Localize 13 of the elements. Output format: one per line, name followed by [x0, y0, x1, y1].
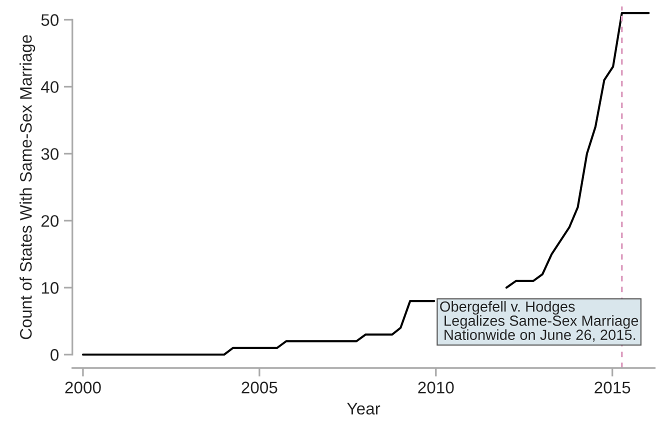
y-axis-title: Count of States With Same-Sex Marriage — [20, 35, 36, 340]
annotation: Obergefell v. Hodges Legalizes Same-Sex Marriage Nationwide on June 26, 2015. — [440, 301, 638, 342]
x-axis-title: Year — [347, 402, 380, 415]
y-tick-label: 20 — [41, 215, 59, 227]
x-tick-label: 2010 — [418, 382, 454, 394]
x-tick-label: 2005 — [242, 382, 278, 394]
x-tick-label: 2015 — [594, 382, 630, 394]
y-tick-label: 30 — [41, 148, 59, 160]
x-tick-label: 2000 — [65, 382, 101, 394]
y-tick-label: 0 — [50, 349, 59, 361]
y-tick-label: 10 — [42, 282, 59, 294]
y-tick-label: 50 — [41, 14, 59, 26]
y-tick-label: 40 — [41, 81, 59, 93]
